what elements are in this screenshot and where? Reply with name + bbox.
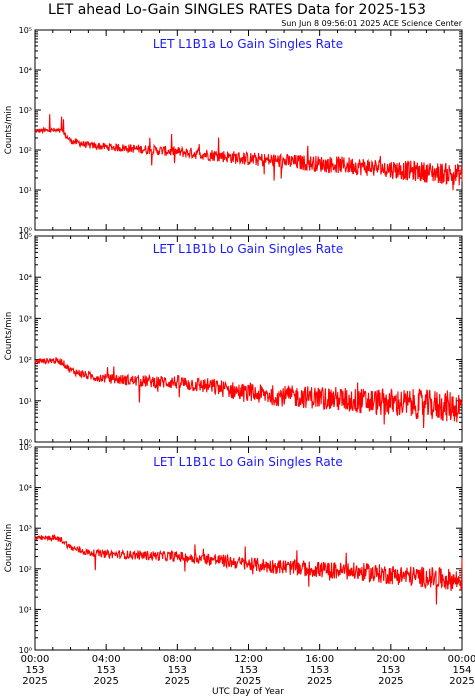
x-tick-label: 153 bbox=[239, 665, 258, 676]
y-tick-label: 10⁰ bbox=[19, 646, 32, 655]
y-axis-label-l1b1a: Counts/min bbox=[4, 106, 14, 155]
y-tick-label: 10¹ bbox=[19, 186, 32, 195]
y-tick-label: 10³ bbox=[19, 524, 32, 533]
plot-frame bbox=[34, 446, 463, 651]
figure-title: LET ahead Lo-Gain SINGLES RATES Data for… bbox=[48, 2, 426, 18]
x-tick-label: 00:00 bbox=[21, 654, 50, 665]
y-tick-label: 10⁴ bbox=[19, 66, 32, 75]
y-tick-label: 10³ bbox=[19, 106, 32, 115]
singles-rate-trace bbox=[34, 114, 463, 191]
x-tick-label: 154 bbox=[452, 665, 471, 676]
x-tick-label: 08:00 bbox=[163, 654, 192, 665]
singles-rate-trace bbox=[34, 357, 463, 429]
y-tick-label: 10⁴ bbox=[19, 273, 32, 282]
y-tick-label: 10¹ bbox=[19, 605, 32, 614]
plot-frame bbox=[34, 29, 463, 231]
x-tick-label: 153 bbox=[168, 665, 187, 676]
y-tick-label: 10⁵ bbox=[19, 443, 32, 452]
panel-l1b1c: LET L1B1c Lo Gain Singles Rate Counts/mi… bbox=[4, 443, 475, 697]
x-tick-label: 2025 bbox=[236, 676, 261, 687]
x-tick-label: 153 bbox=[310, 665, 329, 676]
y-tick-label: 10² bbox=[19, 565, 32, 574]
x-tick-label: 2025 bbox=[165, 676, 190, 687]
x-tick-label: 2025 bbox=[22, 676, 47, 687]
y-tick-label: 10⁵ bbox=[19, 232, 32, 241]
y-tick-label: 10² bbox=[19, 356, 32, 365]
x-tick-label: 20:00 bbox=[376, 654, 405, 665]
x-tick-label: 2025 bbox=[449, 676, 474, 687]
x-tick-label: 2025 bbox=[93, 676, 118, 687]
y-tick-label: 10⁵ bbox=[19, 26, 32, 35]
x-tick-label: 12:00 bbox=[234, 654, 263, 665]
panel-title-l1b1a: LET L1B1a Lo Gain Singles Rate bbox=[153, 37, 343, 51]
y-axis-label-l1b1b: Counts/min bbox=[4, 312, 14, 361]
x-tick-label: 2025 bbox=[307, 676, 332, 687]
panel-l1b1b: LET L1B1b Lo Gain Singles Rate Counts/mi… bbox=[4, 232, 463, 447]
singles-rate-trace bbox=[34, 533, 463, 605]
x-tick-label: 2025 bbox=[378, 676, 403, 687]
y-tick-label: 10⁰ bbox=[19, 438, 32, 447]
panel-title-l1b1b: LET L1B1b Lo Gain Singles Rate bbox=[153, 242, 344, 256]
x-tick-label: 153 bbox=[97, 665, 116, 676]
panel-title-l1b1c: LET L1B1c Lo Gain Singles Rate bbox=[153, 455, 343, 469]
y-tick-label: 10⁰ bbox=[19, 226, 32, 235]
x-tick-label: 153 bbox=[381, 665, 400, 676]
y-tick-label: 10¹ bbox=[19, 397, 32, 406]
x-axis-label: UTC Day of Year bbox=[212, 687, 284, 697]
generation-timestamp: Sun Jun 8 09:56:01 2025 ACE Science Cent… bbox=[281, 19, 463, 28]
y-axis-label-l1b1c: Counts/min bbox=[4, 524, 14, 573]
y-tick-label: 10⁴ bbox=[19, 484, 32, 493]
x-tick-label: 04:00 bbox=[92, 654, 121, 665]
y-tick-label: 10³ bbox=[19, 314, 32, 323]
x-tick-label: 16:00 bbox=[305, 654, 334, 665]
y-tick-label: 10² bbox=[19, 146, 32, 155]
x-tick-label: 00:00 bbox=[448, 654, 475, 665]
x-tick-label: 153 bbox=[25, 665, 44, 676]
panel-l1b1a: LET L1B1a Lo Gain Singles Rate Counts/mi… bbox=[4, 26, 463, 235]
